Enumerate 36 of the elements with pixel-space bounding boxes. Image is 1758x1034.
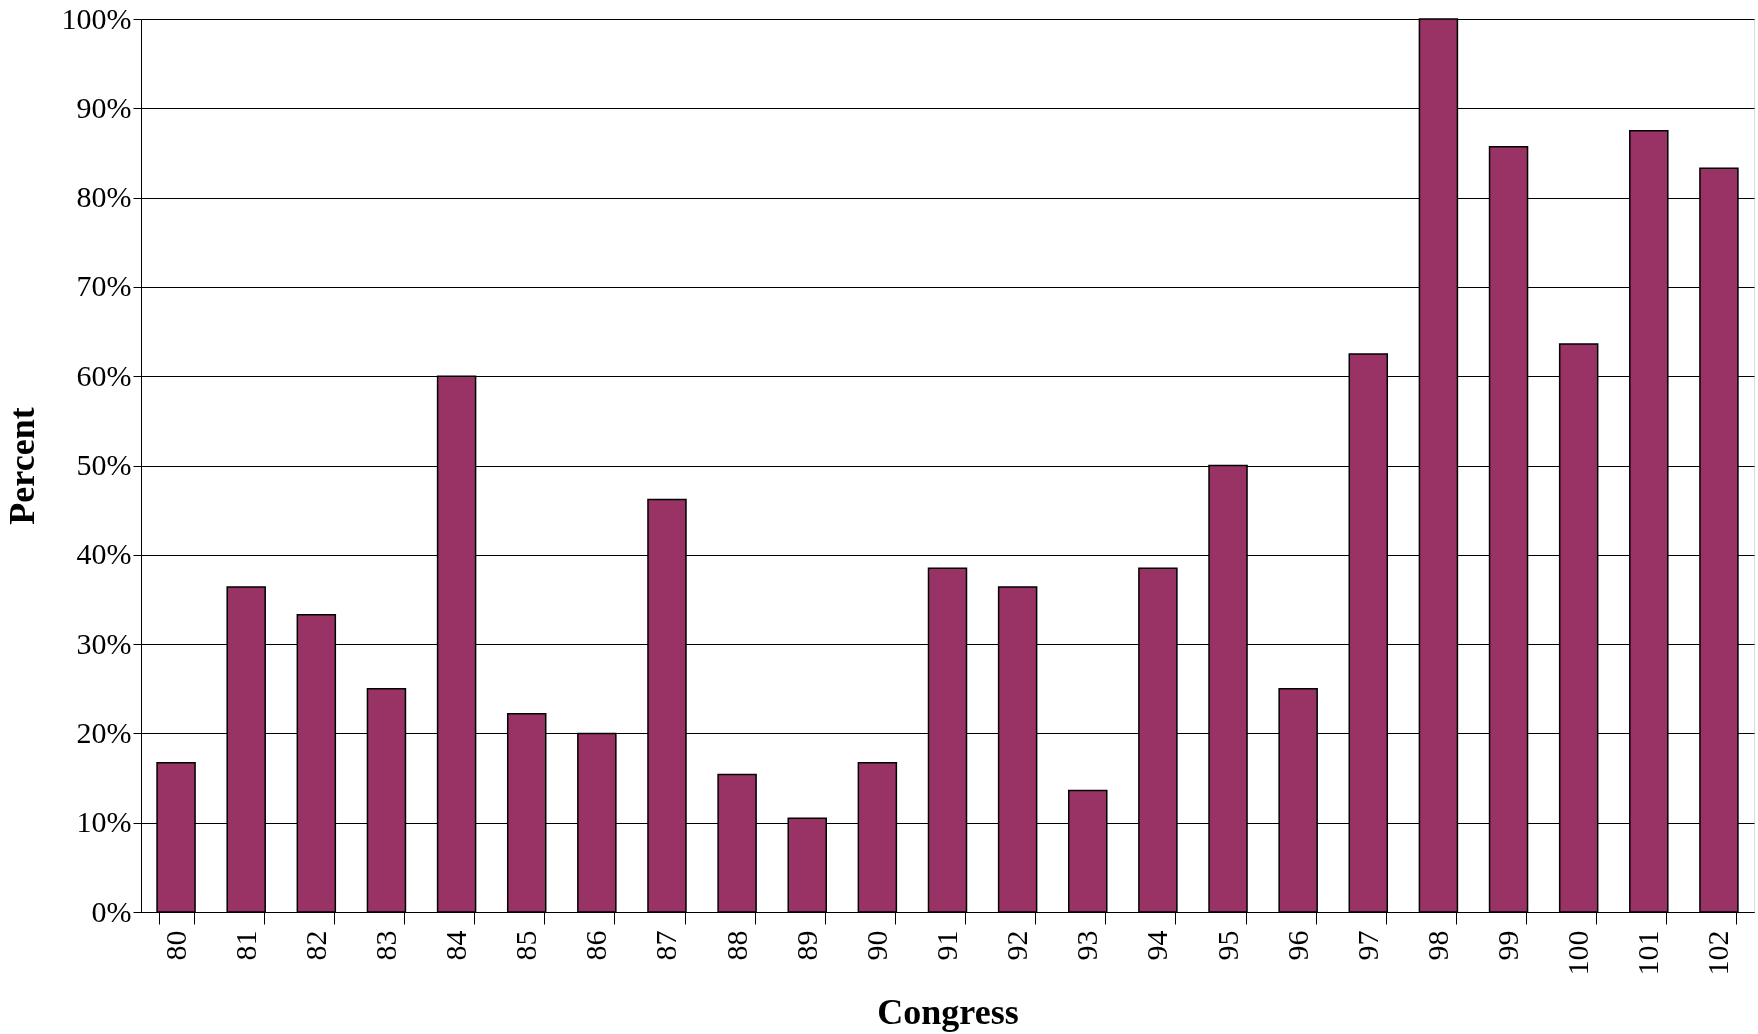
x-tick-label: 102 (1701, 930, 1735, 976)
x-tick-label: 97 (1350, 930, 1384, 961)
y-tick-label: 90% (76, 90, 132, 124)
x-tick-label: 91 (930, 930, 963, 961)
x-tick-label: 83 (368, 930, 402, 961)
x-tick-label: 90 (859, 930, 893, 961)
y-tick-label: 50% (76, 448, 132, 481)
x-tick-label: 93 (1070, 930, 1104, 961)
x-axis-title: Congress (877, 991, 1019, 1032)
y-tick-label: 70% (76, 269, 132, 303)
x-tick-label: 95 (1210, 930, 1244, 961)
y-tick-label: 60% (76, 358, 132, 392)
y-axis-title: Percent (1, 407, 42, 525)
x-tick-label: 92 (1000, 930, 1034, 961)
x-tick-label: 99 (1491, 930, 1525, 961)
x-tick-label: 100 (1561, 930, 1595, 976)
x-tick-label: 89 (789, 930, 823, 961)
x-tick-label: 94 (1140, 930, 1174, 961)
x-tick-label: 82 (298, 930, 332, 961)
x-tick-label: 85 (509, 930, 543, 961)
y-tick-label: 10% (76, 805, 132, 839)
x-tick-label: 86 (579, 930, 613, 961)
x-tick-label: 84 (439, 930, 473, 961)
y-tick-label: 0% (91, 894, 132, 928)
x-tick-label: 98 (1420, 930, 1454, 961)
x-tick-label: 88 (719, 930, 753, 961)
x-tick-label: 96 (1280, 930, 1314, 961)
y-tick-label: 20% (76, 715, 132, 749)
y-tick-label: 40% (76, 537, 132, 571)
y-tick-label: 30% (76, 626, 132, 660)
x-tick-label: 101 (1631, 930, 1665, 976)
x-tick-label: 80 (158, 930, 192, 961)
x-tick-label: 81 (228, 930, 262, 961)
y-tick-label: 80% (76, 180, 132, 214)
y-tick-label: 100% (61, 1, 132, 35)
x-tick-label: 87 (649, 930, 683, 961)
